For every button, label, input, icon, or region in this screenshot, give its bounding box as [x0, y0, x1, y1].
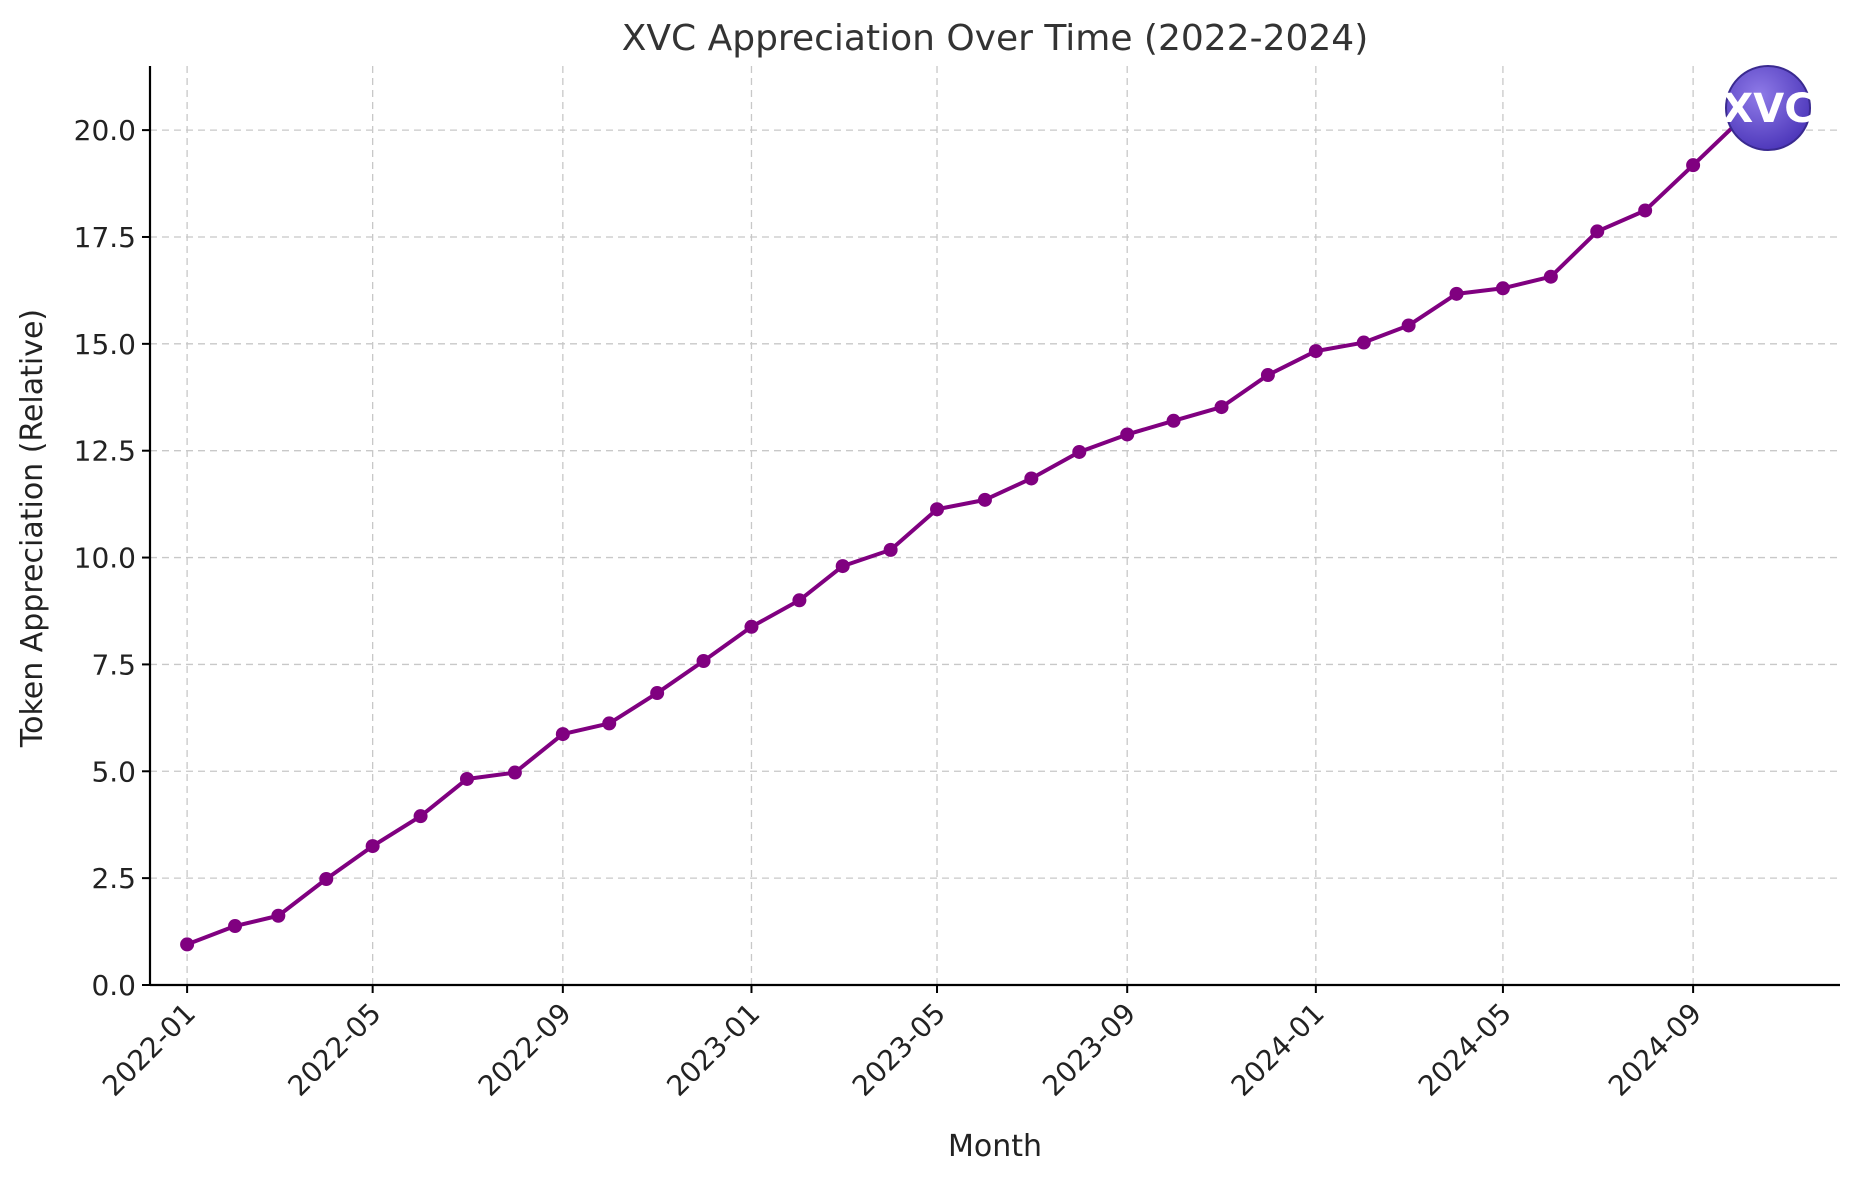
x-axis-ticks: 2022-01 2022-05 2022-09 2023-01 2023-05 2023-… [96, 985, 1708, 1103]
data-point [271, 908, 286, 923]
data-point [1260, 368, 1275, 383]
series-line [186, 119, 1741, 947]
x-tick-label: 2022-01 [96, 997, 202, 1103]
y-tick-label: 7.5 [91, 648, 136, 681]
grid [150, 66, 1840, 986]
y-tick-label: 20.0 [74, 114, 136, 147]
data-point [744, 619, 759, 634]
x-tick-label: 2023-09 [1036, 997, 1142, 1103]
data-point [1308, 344, 1323, 359]
data-point [319, 871, 334, 886]
data-point [1356, 335, 1371, 350]
x-axis-label: Month [948, 1129, 1042, 1164]
data-point [650, 686, 665, 701]
x-tick-label: 2022-05 [282, 997, 388, 1103]
y-tick-label: 17.5 [74, 221, 136, 254]
data-point [883, 542, 898, 557]
data-point [602, 716, 617, 731]
data-point [180, 937, 195, 952]
data-point [1686, 158, 1701, 173]
data-point [1120, 427, 1135, 442]
data-point [555, 727, 570, 742]
data-point [1166, 413, 1181, 428]
y-tick-label: 10.0 [74, 542, 136, 575]
y-tick-label: 12.5 [74, 435, 136, 468]
data-point [1543, 269, 1558, 284]
data-point [1449, 286, 1464, 301]
data-point [1590, 224, 1605, 239]
data-point [1638, 203, 1653, 218]
axes [148, 66, 1840, 987]
y-axis-label: Token Appreciation (Relative) [15, 309, 50, 748]
x-tick-label: 2024-09 [1602, 997, 1708, 1103]
y-tick-label: 15.0 [74, 328, 136, 361]
y-tick-label: 0.0 [91, 969, 136, 1002]
x-tick-label: 2024-05 [1412, 997, 1518, 1103]
data-point [413, 809, 428, 824]
data-point [459, 771, 474, 786]
data-point [228, 919, 243, 934]
x-tick-label: 2024-01 [1225, 997, 1331, 1103]
data-point [930, 502, 945, 517]
xvc-logo-circle [1725, 65, 1811, 151]
chart-title: XVC Appreciation Over Time (2022-2024) [622, 18, 1369, 59]
data-point [977, 492, 992, 507]
data-point [365, 839, 380, 854]
data-point [1072, 444, 1087, 459]
data-point [507, 765, 522, 780]
data-point [696, 653, 711, 668]
data-point [1024, 471, 1039, 486]
xvc-logo-text: XVC [1722, 86, 1813, 132]
data-point [1214, 400, 1229, 415]
x-tick-label: 2022-09 [472, 997, 578, 1103]
y-axis-ticks: 0.0 2.5 5.0 7.5 10.0 12.5 15.0 17.5 20.0 [74, 114, 150, 1002]
series-xvc [180, 113, 1747, 952]
x-tick-label: 2023-05 [846, 997, 952, 1103]
data-point [1495, 281, 1510, 296]
data-point [1401, 318, 1416, 333]
x-tick-label: 2023-01 [660, 997, 766, 1103]
data-point [835, 559, 850, 574]
xvc-logo: XVC [1722, 65, 1814, 151]
y-tick-label: 5.0 [91, 755, 136, 788]
y-tick-label: 2.5 [91, 862, 136, 895]
data-point [792, 593, 807, 608]
